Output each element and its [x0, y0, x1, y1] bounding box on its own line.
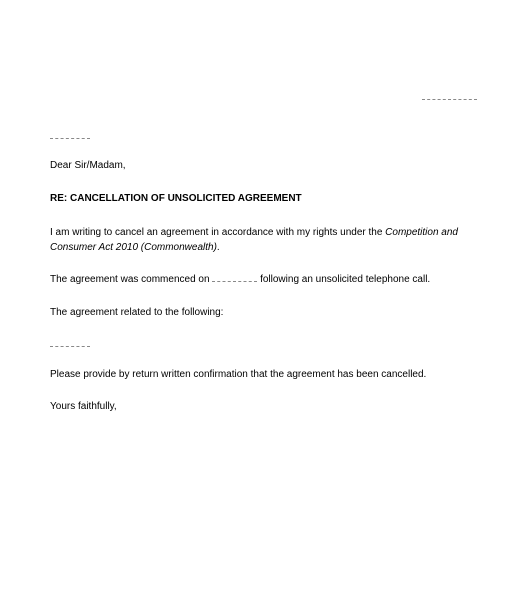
para2-text1: The agreement was commenced on	[50, 274, 212, 285]
paragraph-confirm: Please provide by return written confirm…	[50, 368, 482, 383]
date-commenced-field	[212, 273, 257, 282]
detail-placeholder	[50, 338, 90, 347]
paragraph-intro: I am writing to cancel an agreement in a…	[50, 226, 482, 255]
para2-text2: following an unsolicited telephone call.	[257, 274, 430, 285]
closing: Yours faithfully,	[50, 401, 482, 412]
address-block	[50, 130, 482, 142]
address-placeholder	[50, 130, 90, 139]
salutation: Dear Sir/Madam,	[50, 160, 482, 171]
subject-line: RE: CANCELLATION OF UNSOLICITED AGREEMEN…	[50, 193, 482, 204]
paragraph-related: The agreement related to the following:	[50, 306, 482, 321]
date-field	[422, 90, 477, 100]
detail-block	[50, 338, 482, 350]
paragraph-commenced: The agreement was commenced on following…	[50, 273, 482, 288]
para1-text1: I am writing to cancel an agreement in a…	[50, 227, 385, 238]
para1-text2: .	[217, 242, 220, 253]
